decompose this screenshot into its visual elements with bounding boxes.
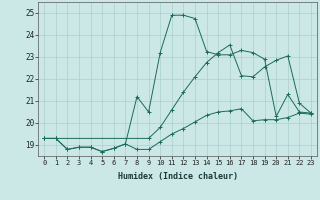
X-axis label: Humidex (Indice chaleur): Humidex (Indice chaleur) — [118, 172, 238, 181]
